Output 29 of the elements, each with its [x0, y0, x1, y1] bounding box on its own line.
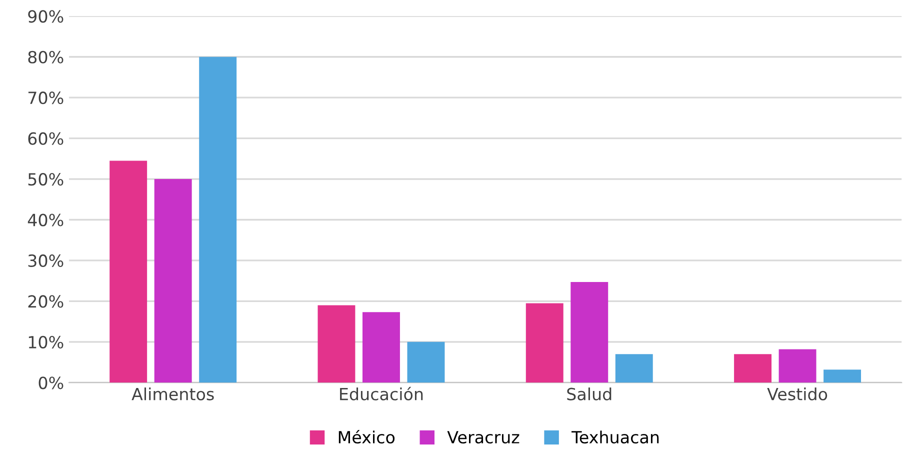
y-tick-label: 30%	[28, 254, 64, 268]
bar	[362, 312, 400, 383]
y-tick-label: 40%	[28, 214, 64, 226]
bar	[734, 354, 772, 383]
bar	[526, 303, 564, 383]
y-tick-label: 50%	[28, 172, 64, 186]
x-tick-label: Educación	[340, 386, 423, 400]
y-tick-label: 90%	[28, 10, 64, 23]
legend-label: México	[338, 430, 395, 444]
y-tick-label: 70%	[28, 92, 64, 104]
bar	[824, 370, 862, 383]
y-tick-label: 60%	[28, 132, 64, 145]
y-tick-label: 0%	[38, 376, 64, 390]
legend-label: Veracruz	[447, 431, 520, 444]
bar	[778, 349, 816, 383]
bar	[110, 160, 148, 383]
bar	[407, 342, 445, 383]
bar	[318, 305, 356, 383]
bar	[154, 179, 192, 383]
x-tick-label: Salud	[567, 387, 612, 400]
bar	[570, 282, 608, 383]
y-tick-label: 20%	[28, 295, 64, 308]
y-tick-label: 10%	[28, 336, 64, 348]
x-tick-label: Alimentos	[132, 387, 214, 400]
bar	[615, 354, 653, 383]
y-tick-label: 80%	[28, 50, 64, 64]
legend-label: Texhuacan	[572, 430, 659, 444]
x-tick-label: Vestido	[767, 387, 828, 400]
bar	[199, 56, 237, 383]
